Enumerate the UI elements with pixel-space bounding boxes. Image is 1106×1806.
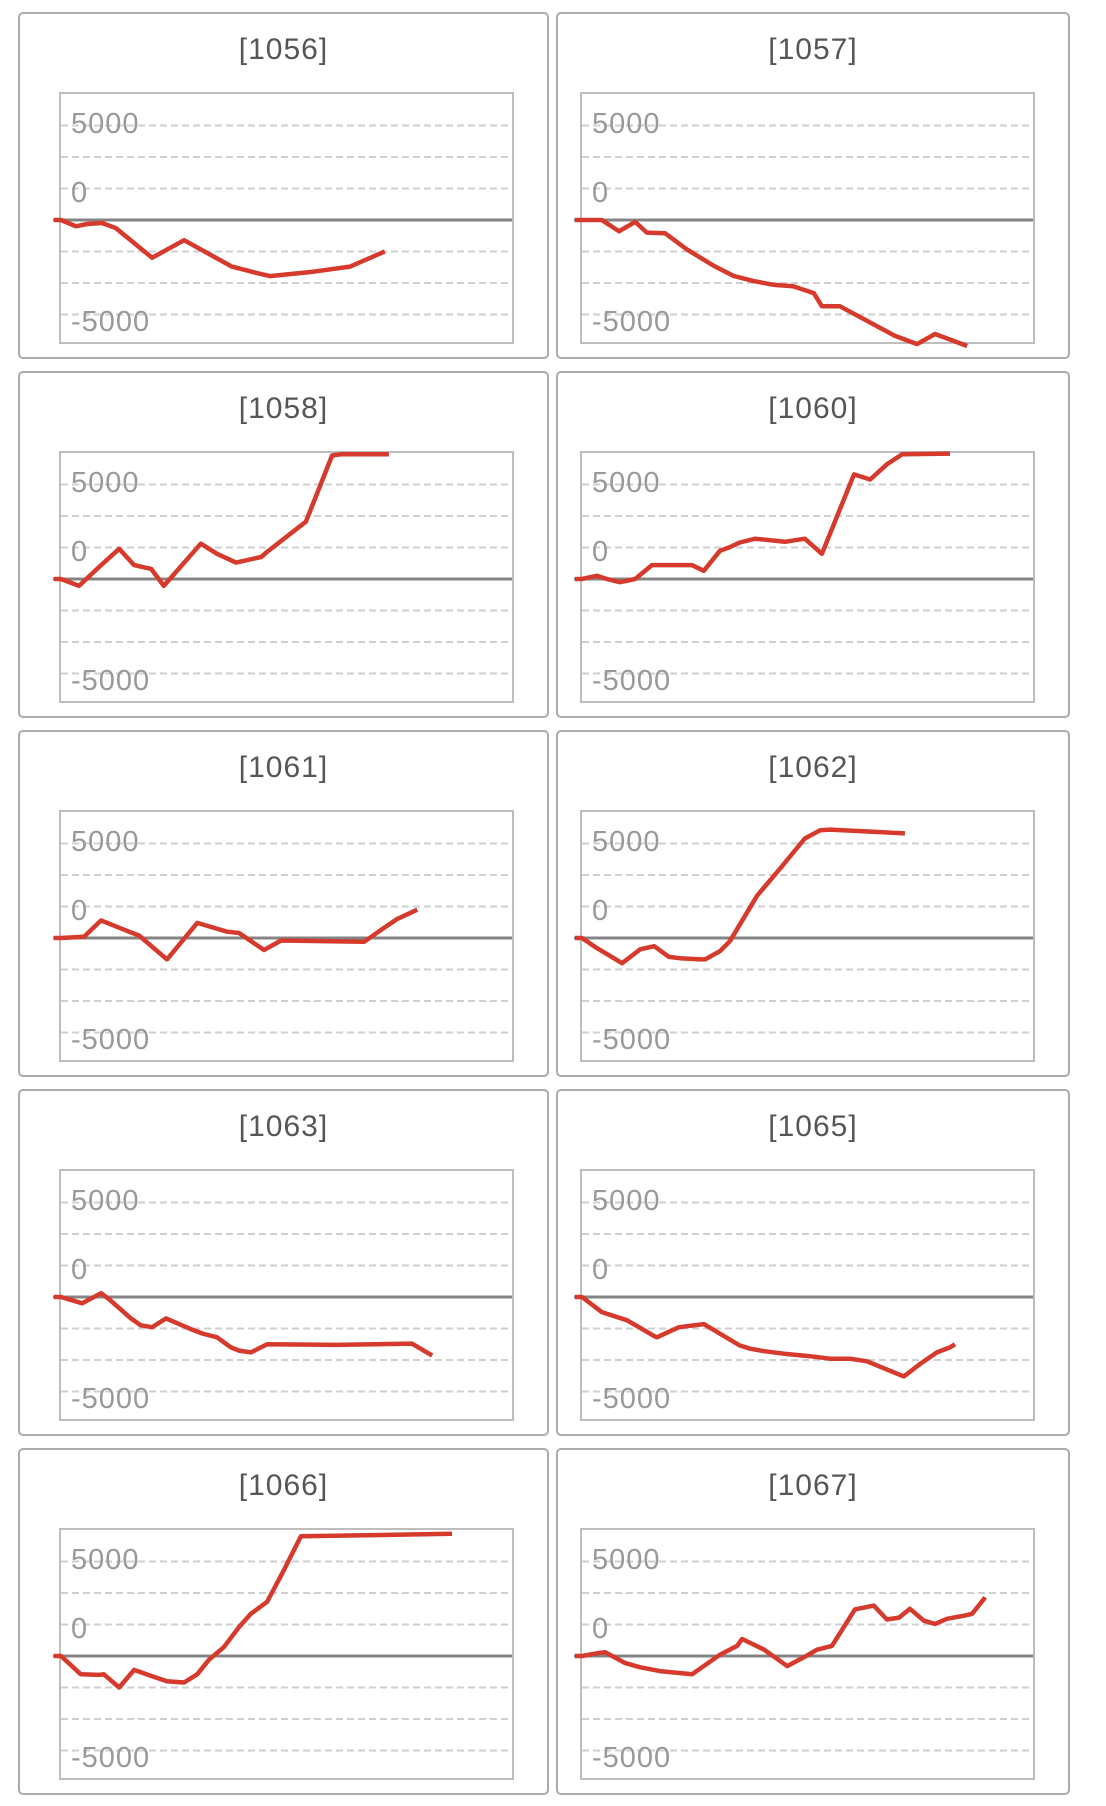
chart-card: [1060] 5000 0 -5000 xyxy=(556,371,1070,718)
y-axis-label-0: 0 xyxy=(71,1613,89,1645)
chart-card: [1067] 5000 0 -5000 xyxy=(556,1448,1070,1795)
plot-area: 5000 0 -5000 xyxy=(574,1528,1035,1780)
plot-area: 5000 0 -5000 xyxy=(53,451,514,703)
chart-title: [1063] xyxy=(238,1110,329,1143)
series-line xyxy=(54,907,419,962)
series-line xyxy=(54,217,386,279)
y-axis-label-neg5000: -5000 xyxy=(71,1742,151,1774)
plot-area: 5000 0 -5000 xyxy=(53,92,514,344)
chart-title: [1061] xyxy=(238,751,329,784)
chart-card: [1061] 5000 0 -5000 xyxy=(18,730,549,1077)
chart-title: [1062] xyxy=(768,751,858,784)
chart-card: [1062] 5000 0 -5000 xyxy=(556,730,1070,1077)
y-axis-label-neg5000: -5000 xyxy=(71,665,151,697)
series-line xyxy=(575,1595,987,1677)
y-axis-label-5000: 5000 xyxy=(71,467,140,499)
series-line xyxy=(575,1294,957,1379)
y-axis-label-neg5000: -5000 xyxy=(592,1383,672,1415)
plot-area: 5000 0 -5000 xyxy=(53,1169,514,1421)
chart-card: [1066] 5000 0 -5000 xyxy=(18,1448,549,1795)
chart-card: [1058] 5000 0 -5000 xyxy=(18,371,549,718)
y-axis-label-5000: 5000 xyxy=(592,467,661,499)
chart-card: [1065] 5000 0 -5000 xyxy=(556,1089,1070,1436)
y-axis-label-neg5000: -5000 xyxy=(592,665,672,697)
plot-area: 5000 0 -5000 xyxy=(574,1169,1035,1421)
chart-svg xyxy=(53,1201,512,1393)
chart-title: [1067] xyxy=(768,1469,858,1502)
chart-svg xyxy=(574,451,1033,675)
y-axis-label-5000: 5000 xyxy=(71,826,140,858)
plot-area: 5000 0 -5000 xyxy=(574,92,1035,349)
series-line xyxy=(575,217,968,349)
charts-grid: [1056] 5000 0 -5000 [1057] 5000 0 -5000 … xyxy=(18,12,1070,1795)
chart-title: [1065] xyxy=(768,1110,858,1143)
series-line xyxy=(54,1290,434,1358)
y-axis-label-0: 0 xyxy=(71,895,89,927)
plot-area: 5000 0 -5000 xyxy=(53,1528,514,1780)
chart-card: [1056] 5000 0 -5000 xyxy=(18,12,549,359)
plot-area: 5000 0 -5000 xyxy=(574,810,1035,1062)
chart-title: [1056] xyxy=(238,33,329,66)
chart-svg xyxy=(574,827,1033,1034)
series-line xyxy=(54,452,389,589)
y-axis-label-5000: 5000 xyxy=(71,108,140,140)
y-axis-label-0: 0 xyxy=(592,177,610,209)
y-axis-label-neg5000: -5000 xyxy=(592,1742,672,1774)
chart-svg xyxy=(574,124,1033,349)
chart-svg xyxy=(53,452,512,675)
chart-card: [1063] 5000 0 -5000 xyxy=(18,1089,549,1436)
y-axis-label-0: 0 xyxy=(592,536,610,568)
series-line xyxy=(54,1531,453,1690)
y-axis-label-neg5000: -5000 xyxy=(592,306,672,338)
y-axis-label-neg5000: -5000 xyxy=(71,1383,151,1415)
chart-title: [1057] xyxy=(768,33,858,66)
chart-svg xyxy=(574,1560,1033,1752)
plot-area: 5000 0 -5000 xyxy=(574,451,1035,703)
series-line xyxy=(575,451,951,585)
chart-card: [1057] 5000 0 -5000 xyxy=(556,12,1070,359)
y-axis-label-5000: 5000 xyxy=(71,1185,140,1217)
chart-title: [1058] xyxy=(238,392,329,425)
y-axis-label-0: 0 xyxy=(71,1254,89,1286)
chart-svg xyxy=(53,842,512,1034)
y-axis-label-5000: 5000 xyxy=(592,1185,661,1217)
chart-svg xyxy=(53,1531,512,1752)
y-axis-label-0: 0 xyxy=(71,177,89,209)
y-axis-label-5000: 5000 xyxy=(592,1544,661,1576)
chart-svg xyxy=(53,124,512,316)
chart-title: [1060] xyxy=(768,392,858,425)
plot-area: 5000 0 -5000 xyxy=(53,810,514,1062)
y-axis-label-0: 0 xyxy=(592,895,610,927)
y-axis-label-0: 0 xyxy=(592,1254,610,1286)
y-axis-label-neg5000: -5000 xyxy=(71,1024,151,1056)
y-axis-label-neg5000: -5000 xyxy=(592,1024,672,1056)
y-axis-label-0: 0 xyxy=(71,536,89,568)
y-axis-label-5000: 5000 xyxy=(592,826,661,858)
series-line xyxy=(575,827,906,966)
y-axis-label-neg5000: -5000 xyxy=(71,306,151,338)
y-axis-label-5000: 5000 xyxy=(592,108,661,140)
y-axis-label-5000: 5000 xyxy=(71,1544,140,1576)
chart-svg xyxy=(574,1201,1033,1393)
y-axis-label-0: 0 xyxy=(592,1613,610,1645)
chart-title: [1066] xyxy=(238,1469,329,1502)
